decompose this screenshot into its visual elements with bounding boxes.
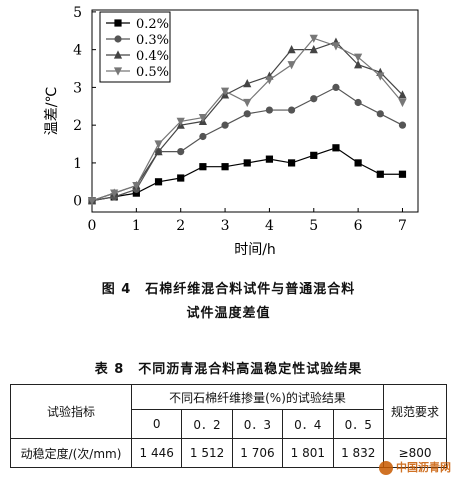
data-point [265,76,274,85]
data-point [154,146,163,156]
figure-caption-line-1: 图 4 石棉纤维混合料试件与普通混合料 [101,282,356,297]
header-dosage-group: 不同石棉纤维掺量(%)的试验结果 [131,384,384,410]
legend-label: 0.4% [136,49,169,64]
data-point [154,140,163,149]
data-point [132,181,141,191]
figure-caption-line-2: 试件温度差值 [186,306,271,321]
data-point [331,42,341,51]
data-point [243,79,252,88]
x-tick-label: 1 [132,218,141,234]
data-point [176,117,185,126]
row-label: 动稳定度/(次/mm) [10,438,132,468]
x-axis-label: 时间/h [234,242,276,258]
dosage-cell: 0．3 [231,409,284,439]
x-tick-label: 5 [309,218,318,234]
x-tick-label: 4 [265,218,274,234]
chart-canvas: 0 1 2 3 4 5 6 7 0 1 2 3 4 5 时间/h 温差/℃ 0.2%0.3%0.4%0.5% [44,5,419,258]
legend-label: 0.5% [136,65,169,80]
y-tick-label: 2 [73,118,82,134]
value-cell: 1 706 [231,438,284,468]
data-point [376,72,385,81]
data-point [354,98,362,107]
results-table: 试验指标 不同石棉纤维掺量(%)的试验结果 规范要求 0 0．2 0．3 0．4… [10,384,447,468]
data-point [376,170,384,178]
legend-label: 0.2% [136,17,169,32]
watermark: 中国沥青网 [379,459,451,475]
data-point [287,45,296,54]
data-point [198,114,207,123]
spec-cell: ≥800 [383,438,447,468]
x-tick-label: 3 [221,218,230,234]
legend-marker [114,19,122,27]
series-1 [88,144,407,205]
data-point [199,163,207,171]
dosage-cell: 0．2 [181,409,233,439]
table-row: 动稳定度/(次/mm) 1 446 1 512 1 706 1 801 1 83… [10,438,447,468]
table-title: 表 8 不同沥青混合料高温稳定性试验结果 [94,362,363,377]
data-point [309,34,318,43]
data-point [287,106,296,114]
data-point [398,170,407,178]
data-point [398,121,407,129]
value-cell: 1 832 [332,438,384,468]
data-point [221,163,229,171]
data-point [287,159,296,167]
x-tick-label: 2 [176,218,185,234]
data-point [309,45,318,54]
data-point [354,53,363,62]
data-point [177,147,185,156]
legend-marker [113,67,123,76]
watermark-text: 中国沥青网 [396,461,451,474]
dosage-cell: 0．4 [282,409,334,439]
y-tick-label: 5 [73,5,82,21]
plot-frame [91,9,419,213]
data-point [199,132,207,141]
watermark-logo-icon [379,461,393,475]
data-point [398,98,407,108]
y-tick-label: 4 [73,43,82,59]
data-point [243,159,251,167]
legend-label: 0.3% [136,33,169,48]
data-point [177,174,185,182]
data-point [132,189,140,197]
data-point [310,95,318,103]
x-tick-label: 7 [398,218,407,234]
y-tick-label: 0 [73,194,82,210]
data-point [332,144,340,152]
data-point [110,189,119,198]
data-point [354,60,363,69]
table-header-row: 试验指标 不同石棉纤维掺量(%)的试验结果 规范要求 [10,384,447,439]
data-point [154,178,163,186]
y-axis-label: 温差/℃ [44,87,60,135]
data-point [332,83,340,92]
legend-marker [114,35,122,43]
data-point [243,98,252,108]
data-point [220,87,230,96]
data-point [243,110,251,118]
value-cell: 1 446 [130,438,183,468]
data-point [376,110,384,118]
dosage-cell: 0 [130,409,183,439]
data-point [265,155,274,163]
y-tick-label: 3 [73,80,82,96]
data-point [221,121,229,129]
data-point [87,197,97,206]
header-indicator: 试验指标 [10,384,132,439]
y-tick-label: 1 [73,156,82,172]
data-point [354,159,362,167]
value-cell: 1 801 [282,438,334,468]
x-tick-label: 0 [88,218,97,234]
legend-box [99,11,171,83]
dosage-cell: 0．5 [332,409,384,439]
data-point [310,151,318,159]
series-4 [87,34,407,206]
data-point [265,106,274,114]
legend-marker [113,50,123,59]
data-point [287,61,296,70]
x-tick-label: 6 [354,218,363,234]
temperature-difference-chart: 0 1 2 3 4 5 6 7 0 1 2 3 4 5 时间/h 温差/℃ 0.2% 0.3% 0.4% 0.5% [44,5,419,258]
header-spec: 规范要求 [383,384,447,439]
data-point [398,90,407,99]
value-cell: 1 512 [181,438,233,468]
